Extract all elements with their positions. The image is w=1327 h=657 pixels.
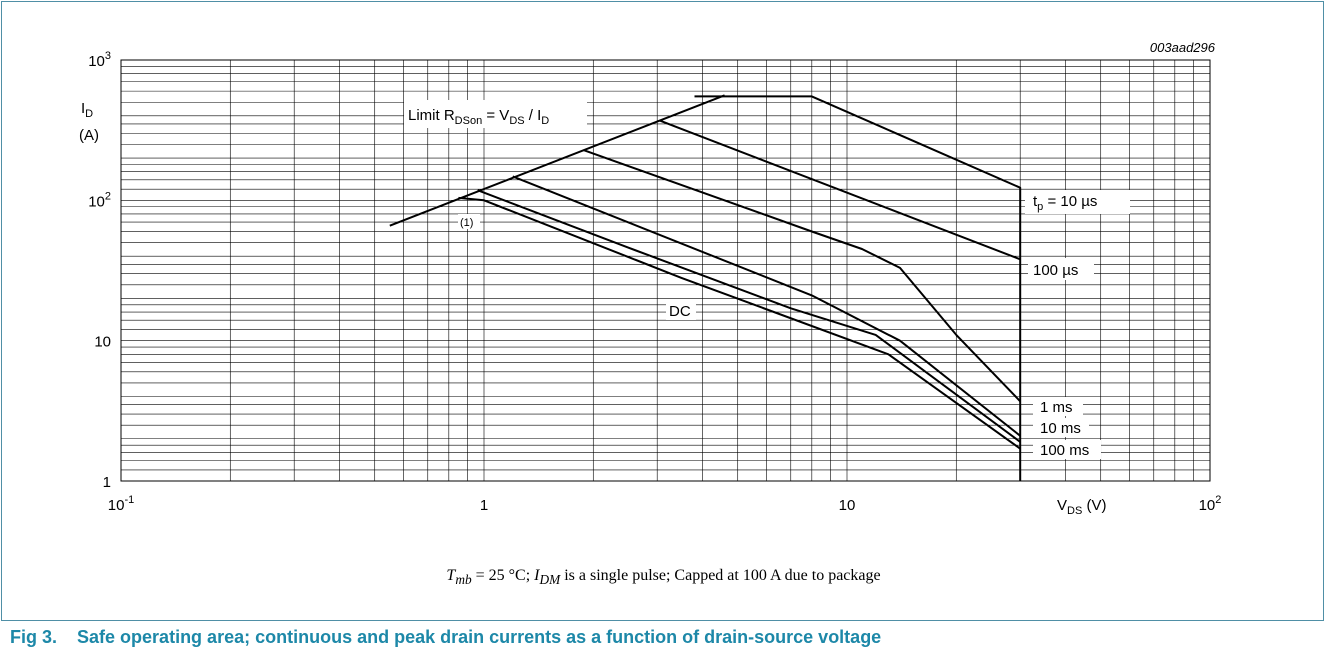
chart-caption: Tmb = 25 °C; IDM is a single pulse; Capp…	[446, 567, 881, 588]
label-dc: DC	[669, 303, 691, 320]
l100ms-bg	[1033, 440, 1101, 459]
figure-title-text: Safe operating area; continuous and peak…	[77, 627, 882, 647]
x-axis-label: VDS (V)	[1057, 497, 1106, 517]
x-tick-label: 10	[839, 497, 856, 514]
limit-label: Limit RDSon = VDS / ID	[408, 107, 549, 127]
l1ms-bg	[1033, 397, 1083, 416]
grid	[121, 60, 1210, 481]
figure-code: 003aad296	[1150, 40, 1216, 55]
y-tick-label: 103	[88, 50, 111, 70]
figure-frame	[1, 1, 1324, 621]
y-tick-label: 102	[88, 190, 111, 210]
y-tick-label: 1	[103, 474, 111, 491]
l10ms-bg	[1033, 418, 1089, 437]
label-100ms: 100 ms	[1040, 442, 1089, 459]
note-1: (1)	[460, 217, 473, 229]
label-10ms: 10 ms	[1040, 420, 1081, 437]
y-axis-label: ID	[81, 100, 93, 120]
series-line	[659, 119, 1021, 261]
label-1ms: 1 ms	[1040, 399, 1073, 416]
label-100us: 100 µs	[1033, 262, 1078, 279]
y-tick-label: 10	[94, 334, 111, 351]
figure-title: Fig 3. Safe operating area; continuous a…	[10, 627, 881, 648]
x-tick-label: 102	[1199, 494, 1222, 514]
y-axis-unit: (A)	[79, 127, 99, 144]
tp-label-bg	[1025, 190, 1130, 214]
tick-labels: 10-1 1 10 102 1 10 102 103	[88, 50, 1221, 514]
curves	[389, 94, 1022, 481]
note-bg	[458, 214, 480, 229]
dc-bg	[666, 302, 696, 320]
plot-border	[120, 59, 1211, 482]
x-tick-label: 1	[480, 497, 488, 514]
series-line	[583, 149, 1021, 402]
series-line	[694, 95, 1022, 481]
x-tick-label: 10-1	[108, 494, 134, 514]
limit-label-bg	[404, 100, 587, 128]
tp-10us-label: tp = 10 µs	[1033, 193, 1097, 213]
series-line	[477, 189, 1021, 443]
series-line	[458, 196, 1021, 450]
series-line	[389, 94, 725, 227]
series-line	[512, 175, 1021, 437]
soa-chart: 10-1 1 10 102 1 10 102 103 003aad296 ID (A) VDS…	[79, 40, 1221, 517]
figure-number: Fig 3.	[10, 627, 58, 647]
l100us-bg	[1028, 258, 1094, 280]
